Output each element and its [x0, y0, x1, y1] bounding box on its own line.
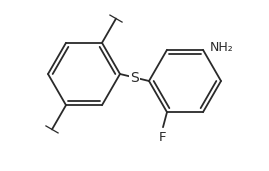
Text: S: S — [130, 70, 139, 84]
Text: F: F — [159, 131, 167, 144]
Text: NH₂: NH₂ — [210, 41, 234, 54]
